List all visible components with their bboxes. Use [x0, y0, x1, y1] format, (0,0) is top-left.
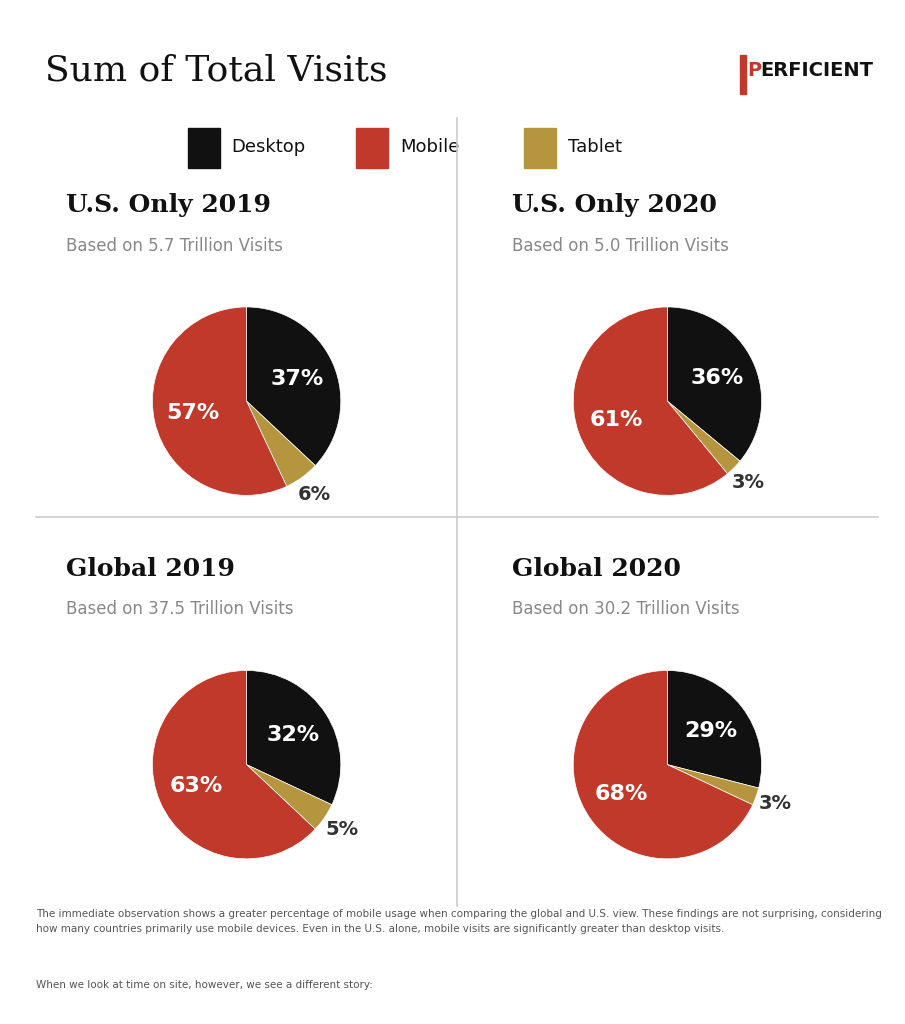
Text: 68%: 68% [595, 784, 648, 804]
Bar [187, 128, 220, 168]
Bar [356, 128, 388, 168]
Text: 36%: 36% [691, 368, 744, 388]
Text: When we look at time on site, however, we see a different story:: When we look at time on site, however, w… [36, 980, 373, 990]
Text: 61%: 61% [589, 410, 643, 430]
Text: Global 2020: Global 2020 [511, 557, 681, 581]
Text: Global 2019: Global 2019 [66, 557, 234, 581]
Text: U.S. Only 2020: U.S. Only 2020 [511, 194, 717, 217]
Text: Based on 37.5 Trillion Visits: Based on 37.5 Trillion Visits [66, 600, 293, 618]
Text: Mobile: Mobile [400, 138, 459, 157]
Text: U.S. Only 2019: U.S. Only 2019 [66, 194, 271, 217]
Wedge shape [246, 307, 341, 466]
Bar [524, 128, 557, 168]
Wedge shape [667, 307, 762, 461]
Text: ERFICIENT: ERFICIENT [760, 60, 873, 80]
Text: The immediate observation shows a greater percentage of mobile usage when compar: The immediate observation shows a greate… [36, 909, 882, 934]
Text: 5%: 5% [325, 820, 358, 839]
Text: 6%: 6% [298, 484, 330, 504]
Wedge shape [246, 671, 341, 805]
Wedge shape [573, 671, 753, 859]
Text: 32%: 32% [266, 725, 319, 745]
Text: Based on 30.2 Trillion Visits: Based on 30.2 Trillion Visits [511, 600, 739, 618]
Text: Based on 5.0 Trillion Visits: Based on 5.0 Trillion Visits [511, 237, 729, 255]
Text: P: P [748, 60, 761, 80]
Wedge shape [152, 307, 287, 496]
Wedge shape [246, 765, 332, 829]
Text: 3%: 3% [732, 473, 766, 492]
Text: Tablet: Tablet [568, 138, 622, 157]
Text: 37%: 37% [270, 370, 323, 389]
Wedge shape [668, 401, 740, 474]
Text: Sum of Total Visits: Sum of Total Visits [44, 53, 387, 87]
Bar [739, 55, 746, 94]
Wedge shape [152, 671, 315, 859]
Text: 29%: 29% [684, 721, 738, 741]
Wedge shape [573, 307, 728, 496]
Wedge shape [246, 401, 315, 486]
Text: 57%: 57% [167, 403, 220, 423]
Text: 3%: 3% [759, 794, 792, 813]
Wedge shape [667, 671, 762, 788]
Text: 63%: 63% [170, 776, 224, 797]
Text: Based on 5.7 Trillion Visits: Based on 5.7 Trillion Visits [66, 237, 282, 255]
Wedge shape [668, 765, 758, 805]
Text: Desktop: Desktop [232, 138, 306, 157]
